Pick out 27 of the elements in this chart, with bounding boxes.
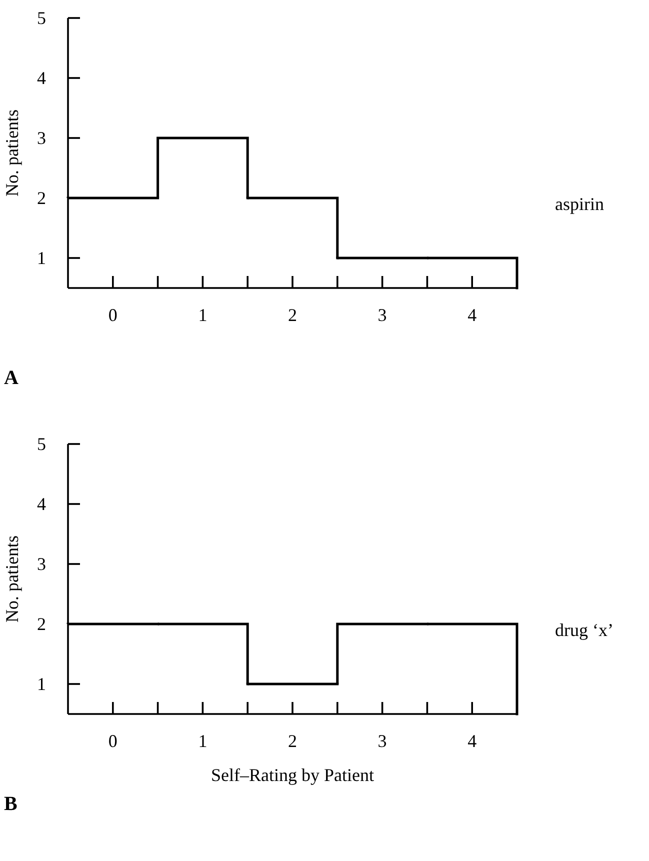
- x-tick-label: 1: [198, 304, 208, 325]
- y-tick-label: 2: [37, 188, 46, 208]
- x-tick-label: 4: [468, 730, 477, 751]
- text: drug ‘x’: [555, 620, 614, 640]
- y-tick-label: 1: [37, 674, 46, 694]
- x-axis-title: Self–Rating by Patient: [211, 765, 374, 785]
- y-tick-label: 3: [37, 128, 46, 148]
- y-tick-label: 1: [37, 248, 46, 268]
- y-tick-label: 3: [37, 554, 46, 574]
- y-tick-label: 2: [37, 614, 46, 634]
- x-tick-label: 2: [288, 730, 297, 751]
- x-tick-label: 3: [378, 304, 387, 325]
- x-tick-label: 1: [198, 730, 208, 751]
- text: aspirin: [555, 194, 604, 214]
- x-tick-label: 4: [468, 304, 477, 325]
- y-axis-title: No. patients: [2, 110, 22, 196]
- y-tick-label: 4: [37, 494, 46, 514]
- text: A: [4, 367, 19, 389]
- x-tick-label: 3: [378, 730, 387, 751]
- text: B: [4, 793, 18, 815]
- y-tick-label: 5: [37, 434, 46, 454]
- y-axis-title: No. patients: [2, 536, 22, 622]
- y-tick-label: 5: [37, 8, 46, 28]
- y-tick-label: 4: [37, 68, 46, 88]
- x-tick-label: 2: [288, 304, 297, 325]
- x-tick-label: 0: [108, 730, 118, 751]
- x-tick-label: 0: [108, 304, 118, 325]
